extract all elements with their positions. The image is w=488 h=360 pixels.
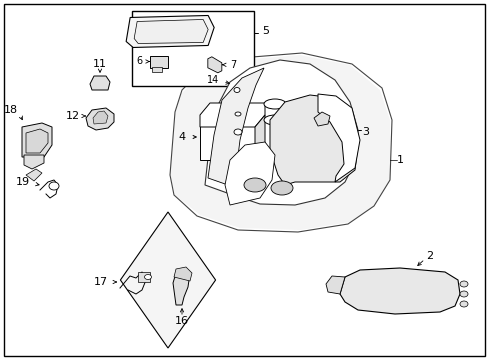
Ellipse shape	[235, 112, 241, 116]
Ellipse shape	[305, 158, 324, 166]
Text: 14: 14	[206, 75, 219, 85]
Polygon shape	[207, 68, 264, 185]
Polygon shape	[224, 142, 274, 205]
Ellipse shape	[459, 291, 467, 297]
Bar	[273, 94, 337, 158]
Bar	[152, 67, 162, 72]
Text: 10: 10	[298, 99, 312, 109]
Text: 18: 18	[4, 105, 18, 115]
Text: 1: 1	[396, 155, 403, 165]
Bar	[200, 115, 254, 160]
Polygon shape	[134, 19, 208, 44]
Polygon shape	[26, 129, 48, 153]
Ellipse shape	[264, 115, 285, 125]
Text: 7: 7	[229, 60, 236, 70]
Polygon shape	[24, 155, 44, 169]
Ellipse shape	[244, 178, 265, 192]
Polygon shape	[204, 60, 357, 205]
Polygon shape	[174, 267, 192, 281]
Polygon shape	[339, 268, 459, 314]
Polygon shape	[120, 212, 215, 348]
Polygon shape	[317, 94, 359, 182]
Bar	[150, 55, 168, 68]
Ellipse shape	[459, 301, 467, 307]
Polygon shape	[90, 76, 110, 90]
Text: 9: 9	[334, 142, 341, 152]
Polygon shape	[93, 111, 108, 124]
Text: 12: 12	[66, 111, 80, 121]
Bar	[132, 11, 254, 86]
Text: 11: 11	[93, 59, 107, 69]
Polygon shape	[86, 108, 114, 130]
Text: 5: 5	[262, 27, 269, 36]
Bar	[273, 94, 337, 158]
Text: 2: 2	[426, 251, 433, 261]
Polygon shape	[207, 57, 222, 73]
Polygon shape	[126, 15, 214, 48]
Ellipse shape	[270, 181, 292, 195]
Ellipse shape	[264, 99, 285, 109]
Polygon shape	[325, 276, 345, 294]
Polygon shape	[254, 115, 264, 160]
Polygon shape	[313, 112, 329, 126]
Text: 4: 4	[179, 132, 185, 142]
Bar	[138, 272, 150, 282]
Text: 13: 13	[209, 123, 222, 133]
Text: 15: 15	[329, 113, 342, 123]
Polygon shape	[26, 169, 42, 181]
Ellipse shape	[49, 182, 59, 190]
Text: 17: 17	[94, 277, 108, 287]
Text: 3: 3	[361, 127, 368, 137]
Ellipse shape	[459, 281, 467, 287]
Polygon shape	[173, 269, 190, 305]
Ellipse shape	[234, 87, 240, 93]
Polygon shape	[200, 103, 264, 127]
Ellipse shape	[234, 129, 242, 135]
Ellipse shape	[144, 274, 151, 279]
Text: 19: 19	[16, 177, 30, 187]
Polygon shape	[170, 55, 389, 230]
Ellipse shape	[305, 150, 324, 157]
Text: 8: 8	[305, 99, 310, 109]
Polygon shape	[22, 123, 52, 157]
Text: 16: 16	[175, 316, 189, 326]
Text: 6: 6	[136, 57, 142, 67]
Polygon shape	[269, 95, 357, 185]
